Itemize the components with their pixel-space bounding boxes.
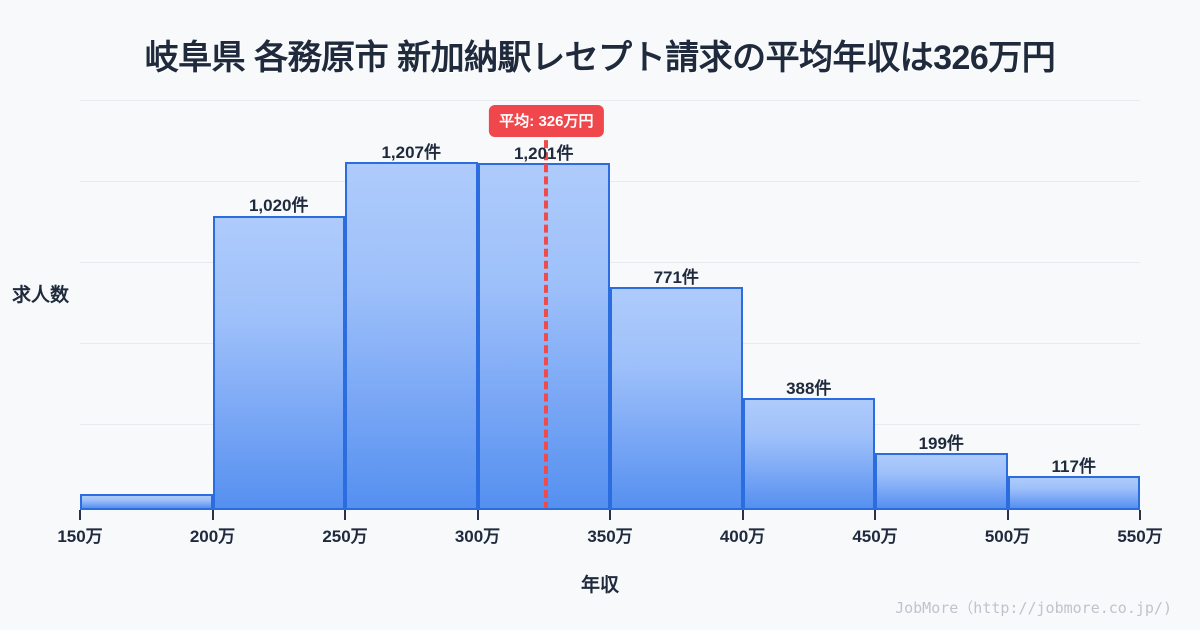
page-title: 岐阜県 各務原市 新加納駅レセプト請求の平均年収は326万円 <box>144 39 1056 77</box>
tick-mark <box>344 510 346 520</box>
x-tick-label: 500万 <box>984 527 1031 546</box>
tick-mark <box>1006 510 1009 520</box>
x-tick-label: 350万 <box>587 527 633 546</box>
bar <box>742 397 875 510</box>
tick-mark <box>79 510 81 520</box>
tick-mark <box>741 510 744 520</box>
gridline <box>80 181 1140 182</box>
x-tick-label: 200万 <box>189 527 236 546</box>
tick-mark <box>874 510 876 520</box>
mean-line <box>544 116 549 510</box>
tick-mark <box>476 510 479 520</box>
bar <box>345 161 478 510</box>
x-tick-label: 150万 <box>57 527 103 546</box>
bar-value-label: 388件 <box>786 378 832 398</box>
gridline <box>80 100 1140 101</box>
bar-value-label: 117件 <box>1051 457 1096 477</box>
tick-mark <box>609 510 611 520</box>
bar <box>1007 476 1140 510</box>
bar <box>212 215 345 510</box>
x-tick-label: 450万 <box>852 527 898 546</box>
x-tick-label: 400万 <box>719 527 766 546</box>
x-axis-label: 年収 <box>580 575 619 596</box>
bar-value-label: 1,201件 <box>513 144 574 164</box>
tick-mark <box>1139 510 1141 520</box>
bar <box>610 287 743 510</box>
x-tick-label: 250万 <box>322 527 368 546</box>
mean-badge: 平均: 326万円 <box>489 105 604 137</box>
x-axis-line <box>80 508 1140 510</box>
tick-mark <box>211 510 214 520</box>
gridline <box>80 262 1140 263</box>
bar-value-label: 771件 <box>653 268 699 288</box>
bar <box>875 452 1008 510</box>
plot-area: 150万 200万 250万 300万 350万 400万 450万 500万 550万 1,0… <box>57 100 1163 546</box>
x-tick-label: 300万 <box>454 527 501 546</box>
x-tick-label: 550万 <box>1117 527 1163 546</box>
bar <box>477 163 610 510</box>
watermark: JobMore（http://jobmore.co.jp/) <box>895 599 1172 617</box>
y-axis-label: 求人数 <box>12 285 70 306</box>
bar-value-label: 199件 <box>918 433 964 453</box>
bar-value-label: 1,207件 <box>381 142 442 162</box>
bar-value-label: 1,020件 <box>248 196 309 216</box>
